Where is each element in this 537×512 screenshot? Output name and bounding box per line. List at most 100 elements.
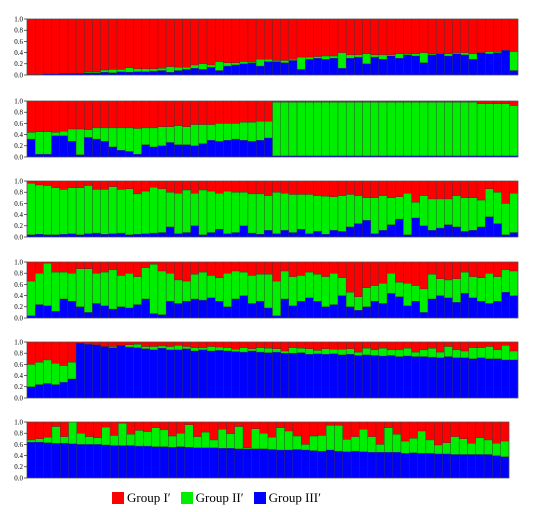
bar-segment-blue [342, 451, 352, 479]
bar-segment-red [126, 421, 136, 435]
bar-segment-red [403, 261, 412, 284]
y-tick-label: 0.4 [14, 49, 23, 57]
bar-segment-blue [419, 62, 429, 76]
bar-segment-blue [493, 301, 502, 319]
bar-segment-red [133, 18, 142, 70]
bar-segment-green [92, 273, 101, 304]
bar-segment-green [43, 131, 52, 155]
bar-segment-red [35, 18, 44, 75]
bar-segment-red [468, 261, 478, 277]
bar-segment-red [493, 341, 502, 351]
bar-segment-blue [198, 299, 208, 319]
bar-segment-blue [435, 53, 445, 76]
bar-segment-blue [468, 297, 478, 319]
bar-segment-red [434, 421, 443, 446]
bar-segment-green [198, 271, 208, 301]
bar-segment-green [452, 278, 461, 303]
bar-segment-red [427, 18, 437, 54]
bar-segment-green [26, 439, 36, 443]
bar-segment-blue [190, 68, 200, 76]
bar-segment-blue [223, 350, 232, 399]
bar-segment-blue [141, 233, 150, 238]
bar-segment-green [133, 344, 142, 348]
bar-segment-green [231, 270, 240, 300]
legend-swatch-red [112, 492, 124, 504]
bar-segment-red [84, 180, 93, 186]
bar-segment-green [272, 348, 281, 353]
bar-segment-red [378, 261, 388, 284]
bar-segment-red [133, 261, 142, 277]
bar-segment-blue [337, 231, 347, 238]
bar-segment-red [239, 18, 249, 62]
bar-segment-blue [51, 384, 60, 399]
bar-segment-green [209, 439, 219, 448]
bar-segment-blue [444, 297, 453, 319]
y-tick-label: 0.0 [14, 153, 23, 161]
bar-segment-blue [67, 301, 77, 319]
bar-segment-green [116, 127, 126, 151]
bar-segment-blue [288, 305, 298, 319]
bar-segment-red [280, 261, 290, 272]
bar-segment-green [468, 347, 478, 359]
bar-segment-blue [362, 63, 371, 76]
y-tick-label: 0.2 [14, 142, 23, 150]
bar-segment-green [378, 54, 388, 60]
bar-segment-green [309, 435, 319, 451]
bar-segment-green [476, 347, 486, 358]
bar-segment-red [442, 421, 452, 443]
bar-segment-red [395, 180, 404, 197]
bar-segment-red [174, 341, 183, 346]
bar-segment-blue [288, 60, 298, 76]
bar-segment-red [468, 341, 478, 348]
bar-segment-green [337, 195, 347, 232]
bar-segment-red [247, 18, 257, 62]
bar-segment-red [26, 341, 36, 365]
bar-segment-red [206, 18, 216, 66]
bar-segment-red [168, 421, 177, 437]
panel-2: 0.0 0.2 0.4 0.6 0.8 1.0 [14, 97, 519, 161]
panel-frame [26, 180, 519, 238]
bar-segment-red [84, 100, 93, 130]
bar-segment-blue [280, 298, 290, 319]
bar-segment-blue [198, 234, 208, 238]
bar-segment-blue [395, 296, 404, 319]
bar-segment-blue [157, 70, 167, 76]
bar-segment-blue [26, 138, 36, 158]
bar-segment-blue [417, 453, 427, 479]
bar-segment-green [234, 426, 244, 450]
bar-segment-green [280, 350, 290, 354]
bar-segment-green [485, 273, 494, 304]
bar-segment-red [301, 421, 310, 445]
bar-segment-green [255, 120, 265, 141]
bar-segment-blue [292, 449, 302, 479]
bar-segment-blue [43, 305, 52, 319]
bar-segment-red [26, 100, 36, 133]
bar-segment-red [59, 341, 69, 366]
bar-segment-blue [403, 54, 412, 76]
bar-segment-red [476, 18, 486, 53]
legend-item-group-1: Group I′ [112, 490, 171, 506]
bar-segment-blue [386, 55, 396, 76]
bar-segment-blue [272, 233, 281, 238]
bar-segment-blue [190, 350, 200, 399]
bar-segment-green [84, 268, 93, 313]
bar-segment-blue [468, 358, 478, 399]
bar-segment-green [450, 436, 460, 455]
bar-segment-blue [427, 230, 437, 238]
bar-segment-red [174, 180, 183, 194]
bar-segment-red [411, 18, 420, 54]
bar-segment-red [231, 100, 240, 124]
bar-segment-red [509, 100, 519, 106]
bar-segment-red [483, 421, 493, 441]
bar-segment-blue [359, 451, 368, 479]
bar-segment-blue [427, 54, 437, 76]
bar-segment-green [223, 347, 232, 352]
bar-segment-blue [226, 448, 235, 479]
bar-segment-red [411, 180, 420, 203]
bar-segment-green [100, 189, 110, 235]
bar-segment-red [125, 261, 134, 274]
bar-segment-red [198, 261, 208, 273]
bar-segment-green [133, 68, 142, 72]
bar-segment-green [345, 194, 355, 228]
bar-segment-red [400, 421, 410, 442]
